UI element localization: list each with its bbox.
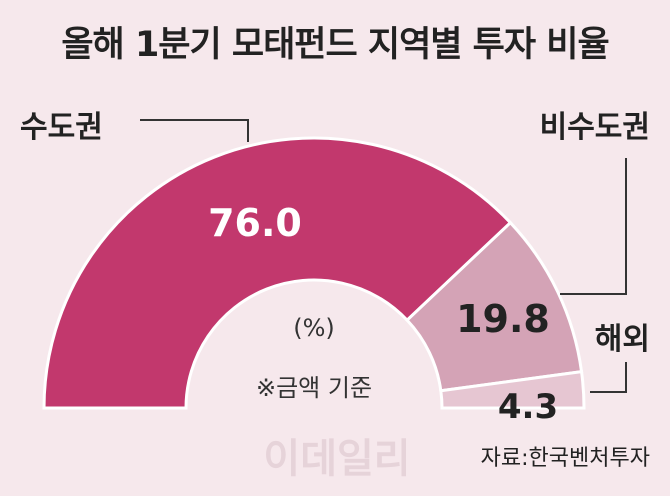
category-label-sudogwon: 수도권 [20, 110, 103, 145]
slice-sudogwon [42, 136, 513, 410]
leader-haeoe [590, 362, 627, 393]
value-label-sudogwon: 76.0 [208, 201, 302, 245]
unit-label: (%) [293, 314, 335, 342]
category-label-bisudogwon: 비수도권 [540, 110, 650, 145]
leader-lines [140, 119, 627, 393]
chart-title: 올해 1분기 모태펀드 지역별 투자 비율 [61, 25, 609, 65]
value-label-haeoe: 4.3 [498, 387, 558, 427]
semi-donut-chart [42, 136, 586, 410]
leader-bisudogwon [560, 158, 627, 295]
leader-sudogwon [140, 119, 249, 142]
slice-haeoe [439, 369, 586, 410]
watermark-logo: 이데일리 [263, 436, 410, 482]
basis-note: ※금액 기준 [256, 374, 372, 402]
category-label-haeoe: 해외 [595, 322, 650, 357]
source-note: 자료:한국벤처투자 [481, 446, 650, 471]
value-label-bisudogwon: 19.8 [456, 297, 550, 341]
